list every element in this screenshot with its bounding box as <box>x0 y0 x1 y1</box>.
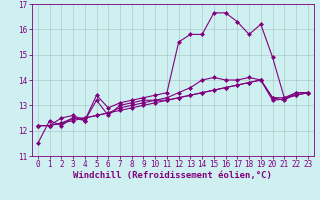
X-axis label: Windchill (Refroidissement éolien,°C): Windchill (Refroidissement éolien,°C) <box>73 171 272 180</box>
